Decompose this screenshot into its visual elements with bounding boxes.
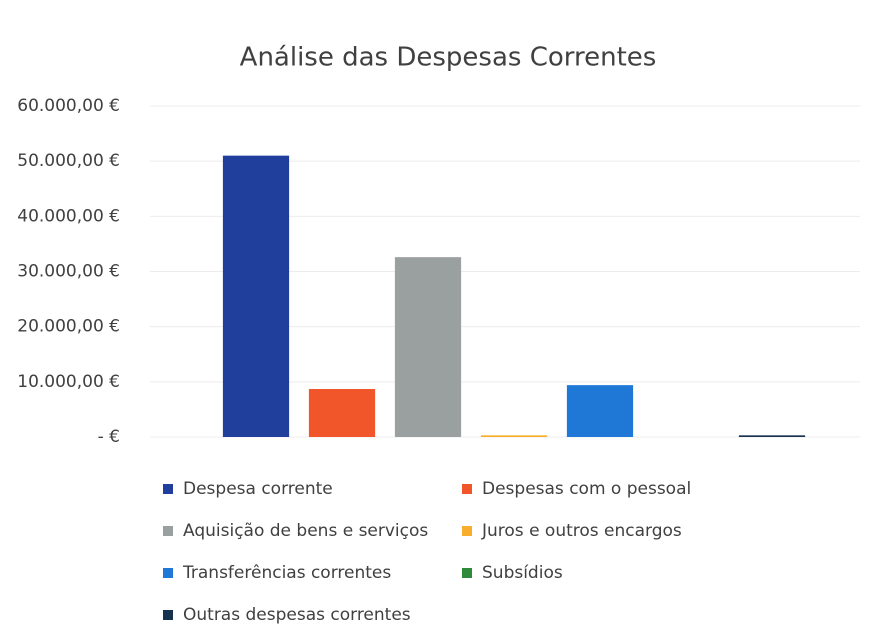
legend-label: Outras despesas correntes	[183, 605, 411, 625]
legend-swatch	[163, 526, 173, 536]
bar	[308, 389, 376, 437]
legend-swatch	[462, 568, 472, 578]
bar	[566, 385, 634, 437]
y-tick-label: 20.000,00 €	[17, 317, 120, 337]
y-tick-label: 50.000,00 €	[17, 151, 120, 171]
legend-swatch	[462, 484, 472, 494]
legend-swatch	[163, 484, 173, 494]
chart-title: Análise das Despesas Correntes	[240, 43, 657, 73]
legend-label: Subsídios	[482, 563, 563, 583]
bar	[738, 435, 806, 437]
y-tick-label: 60.000,00 €	[17, 96, 120, 116]
legend-label: Aquisição de bens e serviços	[183, 521, 428, 541]
legend-label: Transferências correntes	[182, 563, 391, 583]
bar	[222, 155, 290, 437]
y-tick-label: 10.000,00 €	[17, 372, 120, 392]
legend-label: Despesas com o pessoal	[482, 479, 691, 499]
legend-label: Despesa corrente	[183, 479, 333, 499]
bar	[480, 435, 548, 437]
legend-swatch	[163, 568, 173, 578]
legend-swatch	[163, 610, 173, 620]
y-tick-label: 40.000,00 €	[17, 206, 120, 226]
y-tick-label: - €	[98, 427, 120, 447]
y-tick-label: 30.000,00 €	[17, 262, 120, 282]
legend-label: Juros e outros encargos	[481, 521, 682, 541]
bar	[394, 257, 462, 437]
legend-swatch	[462, 526, 472, 536]
